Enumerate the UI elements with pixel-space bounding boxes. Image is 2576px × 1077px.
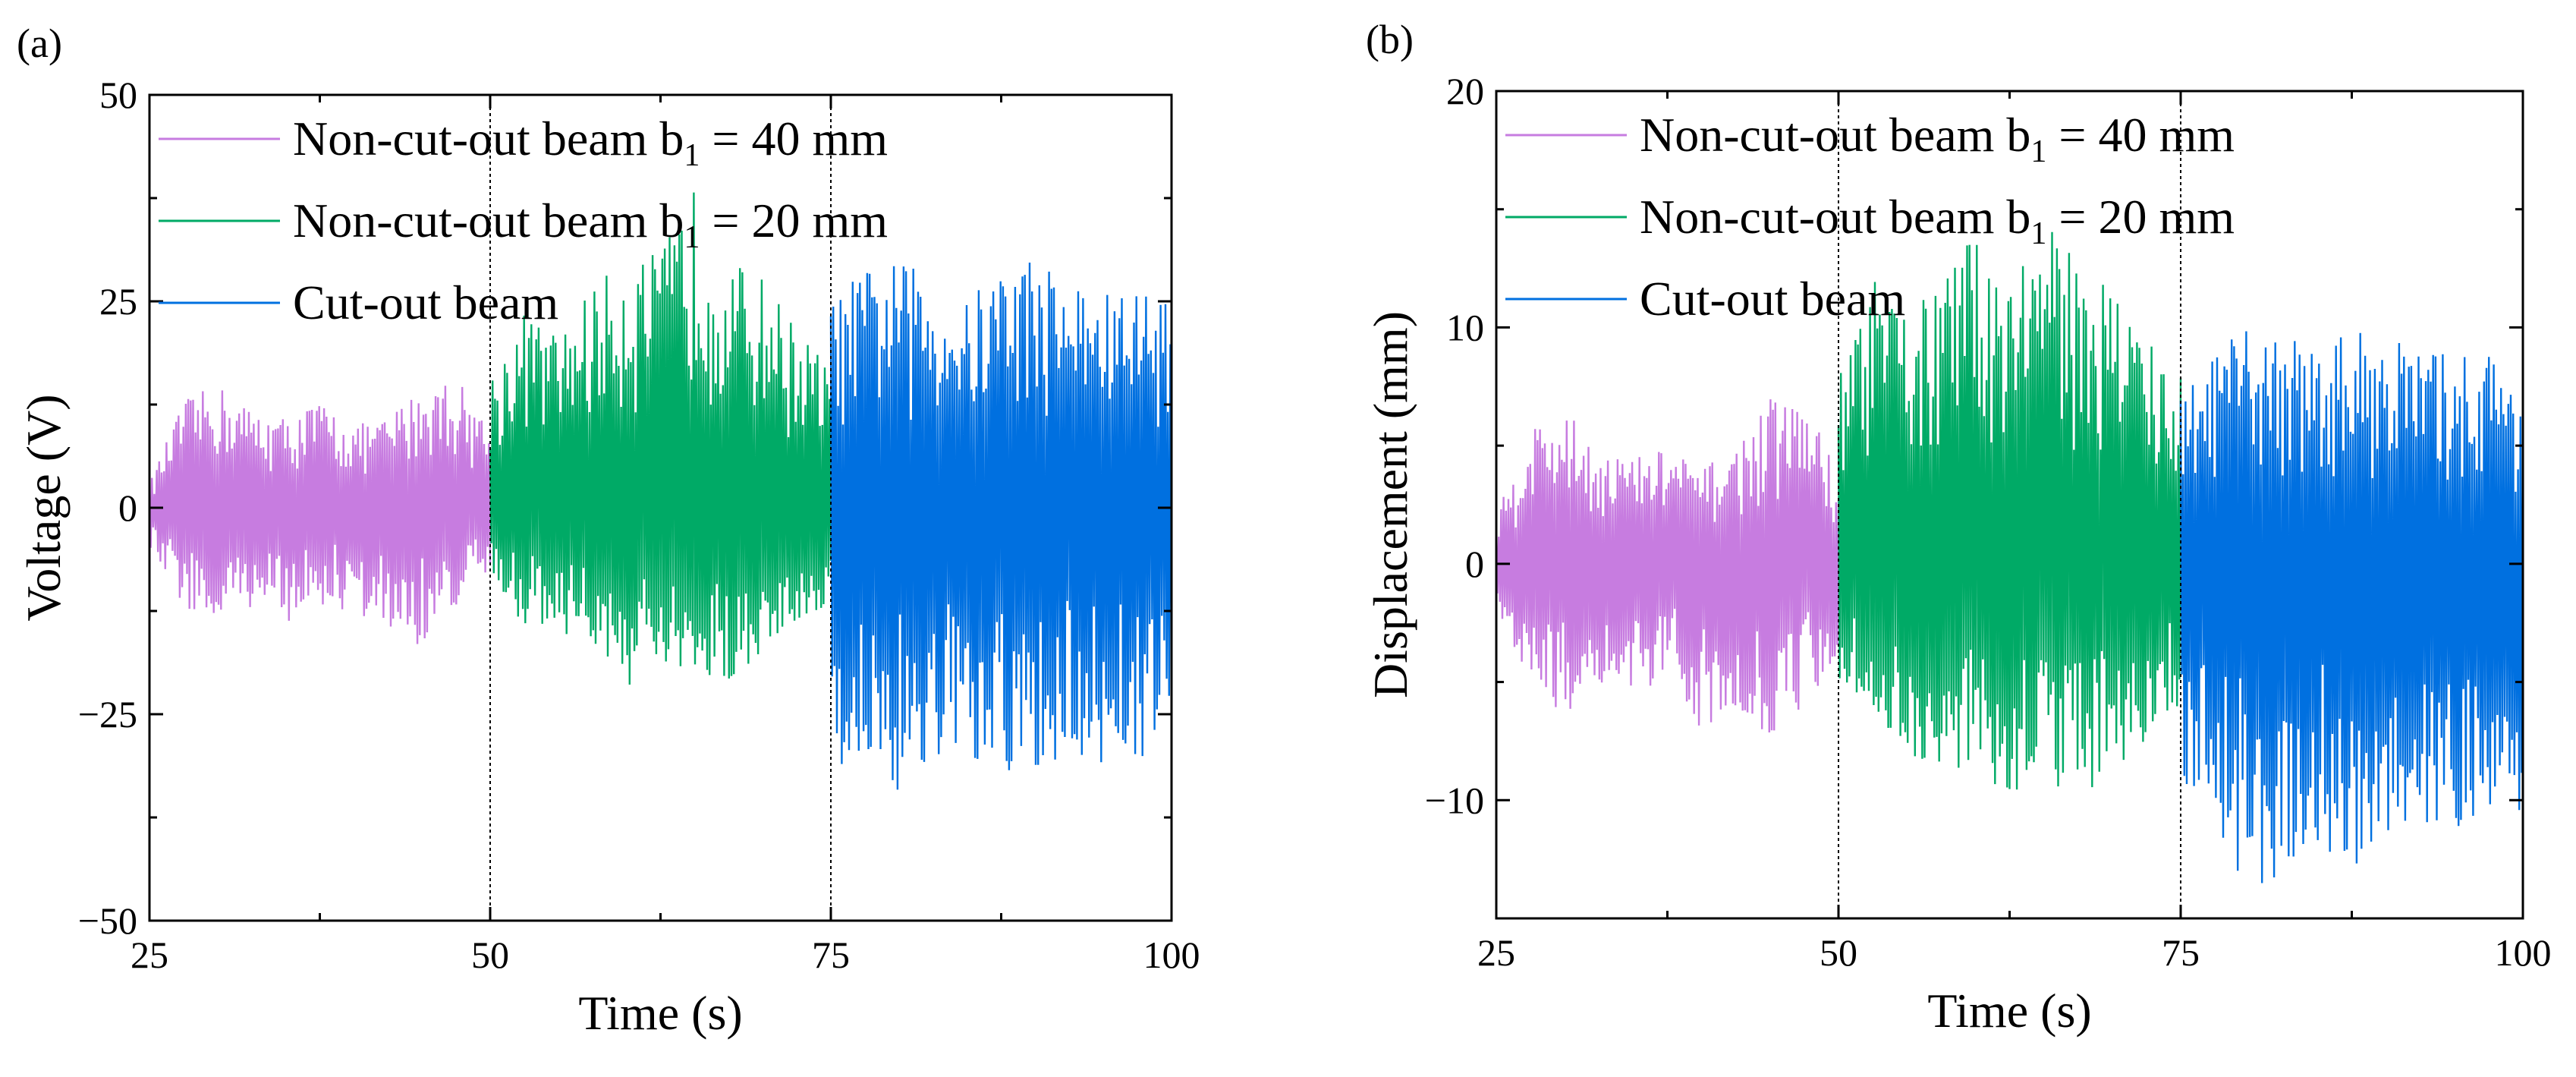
legend-entry-2: Non-cut-out beam b1 = 20 mm: [1640, 190, 2235, 251]
y-tick-label: −25: [78, 693, 137, 735]
y-tick-label: −10: [1425, 779, 1484, 821]
y-axis-label: Displacement (mm): [1363, 311, 1417, 698]
x-tick-label: 25: [1477, 931, 1515, 974]
x-axis-label: Time (s): [1927, 984, 2091, 1038]
series-line-2: [489, 192, 832, 685]
x-tick-label: 75: [2162, 931, 2200, 974]
legend-entry-3: Cut-out beam: [293, 276, 558, 329]
legend-entry-3: Cut-out beam: [1640, 272, 1905, 326]
series-line-1: [149, 386, 492, 644]
legend-entry-1: Non-cut-out beam b1 = 40 mm: [293, 112, 888, 173]
series-line-3: [2179, 331, 2523, 883]
y-tick-label: 0: [118, 487, 137, 529]
chart-panel-a: (a) 25 50 75 100 −50 −25 0 25 50 Time (s) Voltage (…: [17, 20, 1200, 1040]
x-tick-label: 50: [471, 934, 509, 976]
panel-label: (b): [1366, 17, 1414, 62]
series-group: [149, 192, 1172, 790]
legend-entry-1: Non-cut-out beam b1 = 40 mm: [1640, 108, 2235, 169]
x-tick-label: 75: [812, 934, 850, 976]
y-tick-label: 0: [1465, 543, 1484, 585]
series-line-3: [829, 262, 1172, 790]
panel-label: (a): [17, 20, 62, 66]
y-tick-label: −50: [78, 899, 137, 942]
x-axis-label: Time (s): [578, 986, 742, 1040]
x-tick-label: 50: [1820, 931, 1857, 974]
y-tick-label: 20: [1446, 70, 1484, 112]
x-tick-label: 100: [1143, 934, 1200, 976]
series-line-2: [1837, 231, 2182, 790]
y-axis-label: Voltage (V): [17, 394, 71, 621]
series-group: [1496, 231, 2523, 883]
legend-entry-2: Non-cut-out beam b1 = 20 mm: [293, 194, 888, 255]
y-tick-label: 50: [99, 74, 137, 116]
chart-panel-b: (b) 25 50 75 100 −10 0 10 20 Time (s) Displacement…: [1363, 17, 2552, 1038]
y-tick-label: 10: [1446, 306, 1484, 348]
x-tick-label: 25: [131, 934, 168, 976]
x-tick-label: 100: [2495, 931, 2552, 974]
y-tick-label: 25: [99, 280, 137, 323]
series-line-1: [1496, 399, 1840, 733]
